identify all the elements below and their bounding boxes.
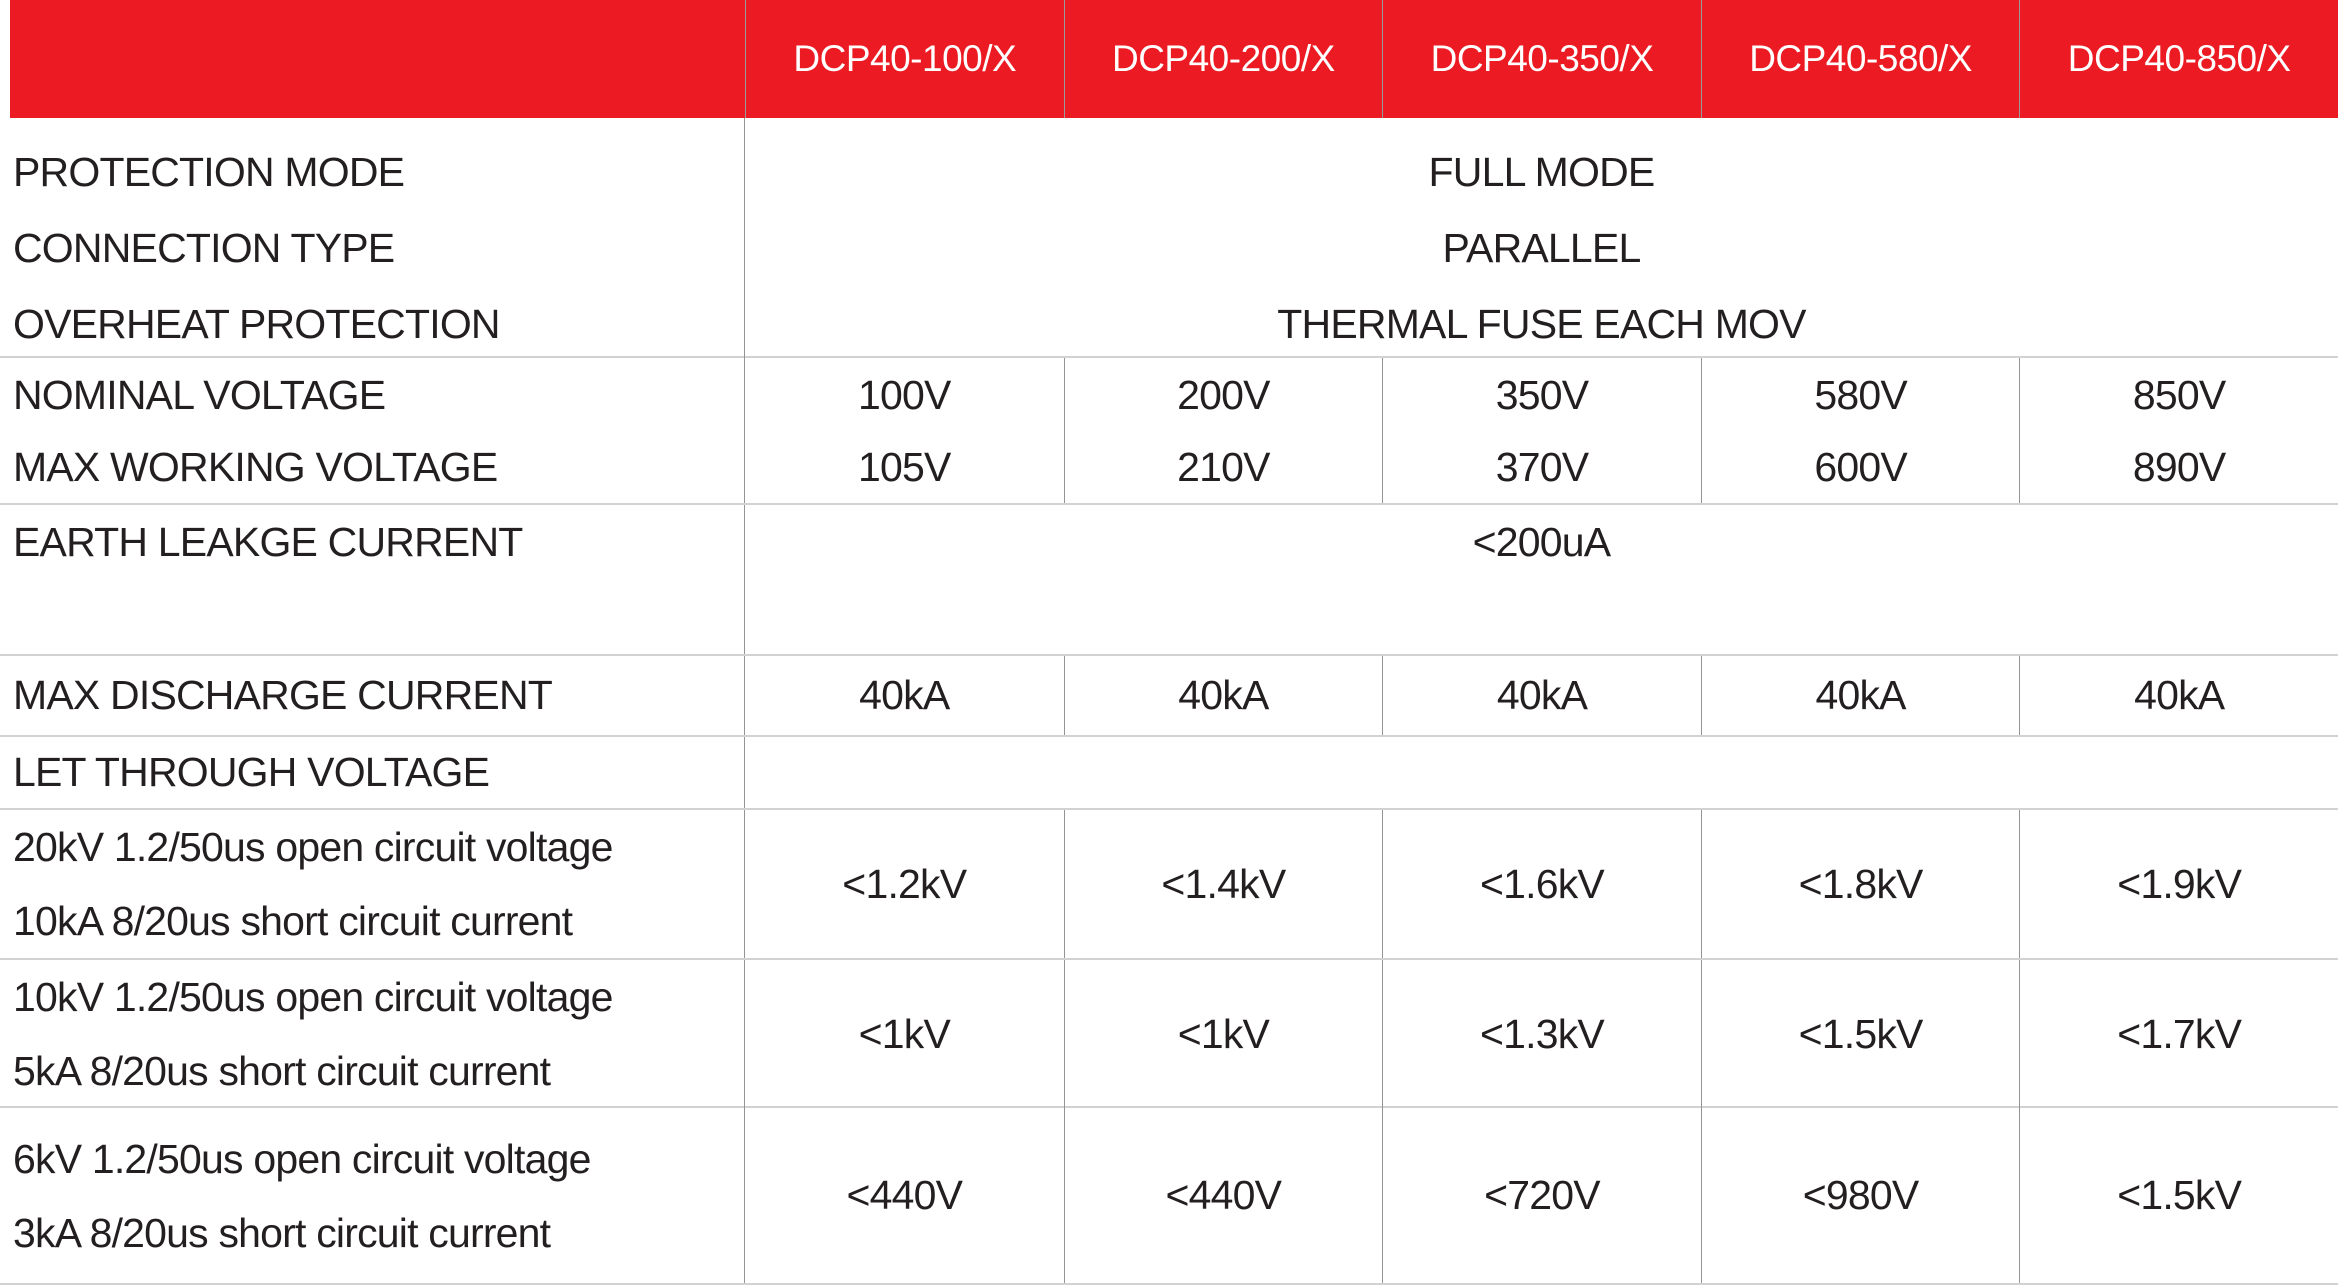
test-6kv-value: <440V	[846, 1172, 963, 1218]
label-open-circuit-voltage: 20kV 1.2/50us open circuit voltage	[13, 824, 613, 870]
table-header-row: DCP40-100/X DCP40-200/X DCP40-350/X DCP4…	[0, 0, 2338, 118]
header-model-dcp40-200: DCP40-200/X	[1063, 0, 1383, 118]
label-short-circuit-current: 3kA 8/20us short circuit current	[13, 1209, 551, 1256]
earth-leakage-label-cell: EARTH LEAKGE CURRENT	[0, 505, 745, 654]
test-10kv-value: <1.5kV	[1700, 960, 2020, 1108]
row-voltage-block: NOMINAL VOLTAGE MAX WORKING VOLTAGE 100V…	[0, 358, 2338, 505]
test-10kv-value: <1.3kV	[1382, 960, 1701, 1108]
max-working-voltage-value: 370V	[1495, 443, 1589, 490]
label-max-discharge-current: MAX DISCHARGE CURRENT	[13, 672, 553, 718]
header-empty-cell	[0, 0, 745, 118]
label-short-circuit-current: 10kA 8/20us short circuit current	[13, 898, 573, 944]
voltage-label-cell: NOMINAL VOLTAGE MAX WORKING VOLTAGE	[0, 358, 745, 503]
test-20kv-value: <1.8kV	[1700, 810, 2020, 958]
test-20kv-value: <1.4kV	[1063, 810, 1383, 958]
modes-merged-value-cell: FULL MODE PARALLEL THERMAL FUSE EACH MOV	[745, 118, 2338, 362]
nominal-voltage-value: 580V	[1814, 371, 1907, 418]
value-protection-mode: FULL MODE	[1428, 149, 1656, 195]
max-working-voltage-value: 105V	[858, 443, 951, 490]
label-short-circuit-current: 5kA 8/20us short circuit current	[13, 1048, 551, 1094]
test-6kv-value: <720V	[1382, 1108, 1701, 1283]
test-10kv-value: <1kV	[1063, 960, 1383, 1108]
label-open-circuit-voltage: 6kV 1.2/50us open circuit voltage	[13, 1135, 591, 1182]
label-max-working-voltage: MAX WORKING VOLTAGE	[13, 443, 498, 490]
earth-leakage-value: <200uA	[1472, 519, 1612, 565]
value-overheat-protection: THERMAL FUSE EACH MOV	[1277, 301, 1806, 347]
label-connection-type: CONNECTION TYPE	[13, 225, 395, 271]
label-overheat-protection: OVERHEAT PROTECTION	[13, 301, 501, 347]
test-20kv-value: <1.6kV	[1382, 810, 1701, 958]
test-6kv-value: <980V	[1700, 1108, 2020, 1283]
header-model-dcp40-100: DCP40-100/X	[745, 0, 1064, 118]
label-nominal-voltage: NOMINAL VOLTAGE	[13, 371, 386, 418]
test-10kv-label-cell: 10kV 1.2/50us open circuit voltage 5kA 8…	[0, 960, 745, 1108]
modes-label-cell: PROTECTION MODE CONNECTION TYPE OVERHEAT…	[0, 118, 745, 362]
test-6kv-value: <1.5kV	[2019, 1108, 2338, 1283]
row-test-20kv: 20kV 1.2/50us open circuit voltage 10kA …	[0, 810, 2338, 960]
voltage-cell-col1: 100V 105V	[745, 358, 1064, 503]
max-working-voltage-value: 890V	[2132, 443, 2226, 490]
voltage-cell-col2: 200V 210V	[1063, 358, 1383, 503]
header-model-dcp40-850: DCP40-850/X	[2019, 0, 2338, 118]
let-through-label-cell: LET THROUGH VOLTAGE	[0, 737, 745, 808]
earth-leakage-value-cell: <200uA	[745, 505, 2338, 654]
label-open-circuit-voltage: 10kV 1.2/50us open circuit voltage	[13, 974, 613, 1020]
value-connection-type: PARALLEL	[1442, 225, 1642, 271]
nominal-voltage-value: 850V	[2132, 371, 2226, 418]
row-test-6kv: 6kV 1.2/50us open circuit voltage 3kA 8/…	[0, 1108, 2338, 1285]
header-left-margin	[0, 0, 10, 118]
header-model-dcp40-350: DCP40-350/X	[1382, 0, 1701, 118]
max-discharge-value: 40kA	[1382, 656, 1701, 735]
let-through-empty-cell	[745, 737, 2338, 808]
label-earth-leakage-current: EARTH LEAKGE CURRENT	[13, 519, 523, 565]
test-20kv-value: <1.9kV	[2019, 810, 2338, 958]
test-20kv-label-cell: 20kV 1.2/50us open circuit voltage 10kA …	[0, 810, 745, 958]
label-let-through-voltage: LET THROUGH VOLTAGE	[13, 749, 490, 795]
nominal-voltage-value: 200V	[1177, 371, 1270, 418]
voltage-cell-col3: 350V 370V	[1382, 358, 1701, 503]
max-discharge-value: 40kA	[859, 672, 950, 718]
max-working-voltage-value: 210V	[1177, 443, 1270, 490]
nominal-voltage-value: 100V	[858, 371, 951, 418]
test-6kv-value: <440V	[1063, 1108, 1383, 1283]
test-20kv-value: <1.2kV	[842, 860, 967, 907]
voltage-cell-col4: 580V 600V	[1700, 358, 2020, 503]
test-10kv-value: <1.7kV	[2019, 960, 2338, 1108]
row-modes-block: PROTECTION MODE CONNECTION TYPE OVERHEAT…	[0, 118, 2338, 362]
max-discharge-value: 40kA	[1700, 656, 2020, 735]
label-protection-mode: PROTECTION MODE	[13, 149, 405, 195]
header-model-dcp40-580: DCP40-580/X	[1700, 0, 2020, 118]
row-earth-leakage: EARTH LEAKGE CURRENT <200uA	[0, 505, 2338, 656]
max-discharge-value: 40kA	[2019, 656, 2338, 735]
max-discharge-label-cell: MAX DISCHARGE CURRENT	[0, 656, 745, 735]
row-max-discharge: MAX DISCHARGE CURRENT 40kA 40kA 40kA 40k…	[0, 656, 2338, 737]
max-discharge-value: 40kA	[1063, 656, 1383, 735]
test-10kv-value: <1kV	[858, 1010, 951, 1057]
test-6kv-label-cell: 6kV 1.2/50us open circuit voltage 3kA 8/…	[0, 1108, 745, 1283]
voltage-cell-col5: 850V 890V	[2019, 358, 2338, 503]
nominal-voltage-value: 350V	[1495, 371, 1589, 418]
max-working-voltage-value: 600V	[1814, 443, 1907, 490]
row-let-through-voltage: LET THROUGH VOLTAGE	[0, 737, 2338, 810]
row-test-10kv: 10kV 1.2/50us open circuit voltage 5kA 8…	[0, 960, 2338, 1108]
